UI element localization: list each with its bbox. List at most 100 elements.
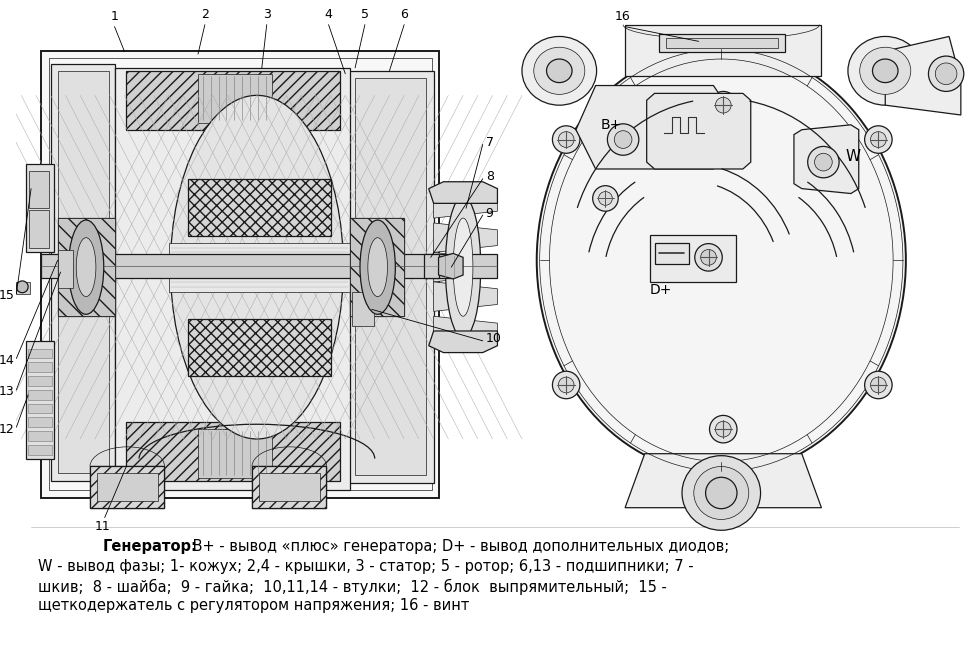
Polygon shape xyxy=(434,282,497,311)
Bar xyxy=(58,71,108,474)
Bar xyxy=(49,58,432,490)
Bar xyxy=(17,282,30,294)
Ellipse shape xyxy=(701,249,717,266)
Ellipse shape xyxy=(559,377,574,393)
Bar xyxy=(114,68,350,490)
Polygon shape xyxy=(646,94,751,169)
Bar xyxy=(29,171,49,208)
Bar xyxy=(350,218,405,317)
Text: 3: 3 xyxy=(263,8,271,21)
Bar xyxy=(28,445,52,455)
Bar xyxy=(51,64,114,481)
Text: B+: B+ xyxy=(601,118,622,132)
Ellipse shape xyxy=(453,218,473,317)
Bar xyxy=(26,341,54,459)
Bar xyxy=(90,466,164,508)
Polygon shape xyxy=(58,218,114,317)
Bar xyxy=(666,38,778,48)
Text: W: W xyxy=(846,149,861,163)
Polygon shape xyxy=(434,253,497,282)
Bar xyxy=(188,319,331,376)
Bar xyxy=(97,474,158,501)
Polygon shape xyxy=(90,466,164,508)
Ellipse shape xyxy=(814,153,833,171)
Ellipse shape xyxy=(76,238,96,297)
Text: 15: 15 xyxy=(0,289,15,302)
Bar xyxy=(252,466,326,508)
Bar xyxy=(654,243,689,264)
Ellipse shape xyxy=(533,47,585,94)
Ellipse shape xyxy=(871,377,886,393)
Bar xyxy=(28,349,52,359)
Polygon shape xyxy=(429,182,497,203)
Bar xyxy=(28,362,52,372)
Bar xyxy=(169,243,350,292)
Ellipse shape xyxy=(446,196,481,338)
Text: W - вывод фазы; 1- кожух; 2,4 - крышки, 3 - статор; 5 - ротор; 6,13 - подшипники: W - вывод фазы; 1- кожух; 2,4 - крышки, … xyxy=(38,559,693,574)
Bar xyxy=(26,164,54,253)
Bar xyxy=(28,431,52,441)
Polygon shape xyxy=(625,453,821,508)
Text: 13: 13 xyxy=(0,386,15,399)
Text: 4: 4 xyxy=(325,8,332,21)
Bar xyxy=(41,51,439,498)
Bar xyxy=(659,34,785,52)
Text: 16: 16 xyxy=(614,10,630,23)
Ellipse shape xyxy=(873,59,898,83)
Polygon shape xyxy=(350,218,405,317)
Polygon shape xyxy=(794,125,859,194)
Ellipse shape xyxy=(547,59,572,83)
Ellipse shape xyxy=(716,98,731,113)
Ellipse shape xyxy=(614,130,632,149)
Ellipse shape xyxy=(559,132,574,147)
Ellipse shape xyxy=(17,281,28,293)
Ellipse shape xyxy=(928,56,964,92)
Bar xyxy=(28,390,52,400)
Text: 14: 14 xyxy=(0,354,15,367)
Ellipse shape xyxy=(694,466,749,519)
Text: шкив;  8 - шайба;  9 - гайка;  10,11,14 - втулки;  12 - блок  выпрямительный;  1: шкив; 8 - шайба; 9 - гайка; 10,11,14 - в… xyxy=(38,578,667,594)
Polygon shape xyxy=(576,85,743,169)
Bar xyxy=(625,25,821,76)
Text: Генератор:: Генератор: xyxy=(102,539,198,554)
Bar xyxy=(424,255,439,278)
Bar xyxy=(28,417,52,427)
Bar xyxy=(41,255,497,278)
Ellipse shape xyxy=(807,147,839,178)
Ellipse shape xyxy=(935,63,956,85)
Bar xyxy=(198,429,272,478)
Text: 11: 11 xyxy=(95,521,110,534)
Ellipse shape xyxy=(848,36,922,105)
Ellipse shape xyxy=(865,371,892,399)
Ellipse shape xyxy=(553,126,580,153)
Ellipse shape xyxy=(171,96,343,439)
Ellipse shape xyxy=(536,47,906,474)
Ellipse shape xyxy=(860,47,911,94)
Text: 10: 10 xyxy=(486,332,501,346)
Text: 9: 9 xyxy=(486,207,493,220)
Bar xyxy=(345,71,434,483)
Polygon shape xyxy=(434,317,497,346)
Ellipse shape xyxy=(710,92,737,119)
Ellipse shape xyxy=(706,477,737,508)
Text: 2: 2 xyxy=(201,8,209,21)
Bar xyxy=(352,292,373,326)
Ellipse shape xyxy=(710,415,737,443)
Text: 1: 1 xyxy=(110,10,119,23)
Text: 12: 12 xyxy=(0,422,15,435)
Text: щеткодержатель с регулятором напряжения; 16 - винт: щеткодержатель с регулятором напряжения;… xyxy=(38,598,469,613)
Bar xyxy=(127,422,340,481)
Bar xyxy=(58,218,114,317)
Text: D+: D+ xyxy=(649,283,672,297)
Bar xyxy=(259,474,320,501)
Bar xyxy=(58,251,73,287)
Ellipse shape xyxy=(368,238,387,297)
Bar xyxy=(355,78,426,475)
Bar xyxy=(29,210,49,247)
Bar xyxy=(188,179,331,236)
Ellipse shape xyxy=(68,220,103,315)
Polygon shape xyxy=(434,189,497,218)
Bar xyxy=(127,71,340,130)
Polygon shape xyxy=(429,331,497,353)
Ellipse shape xyxy=(360,220,395,315)
